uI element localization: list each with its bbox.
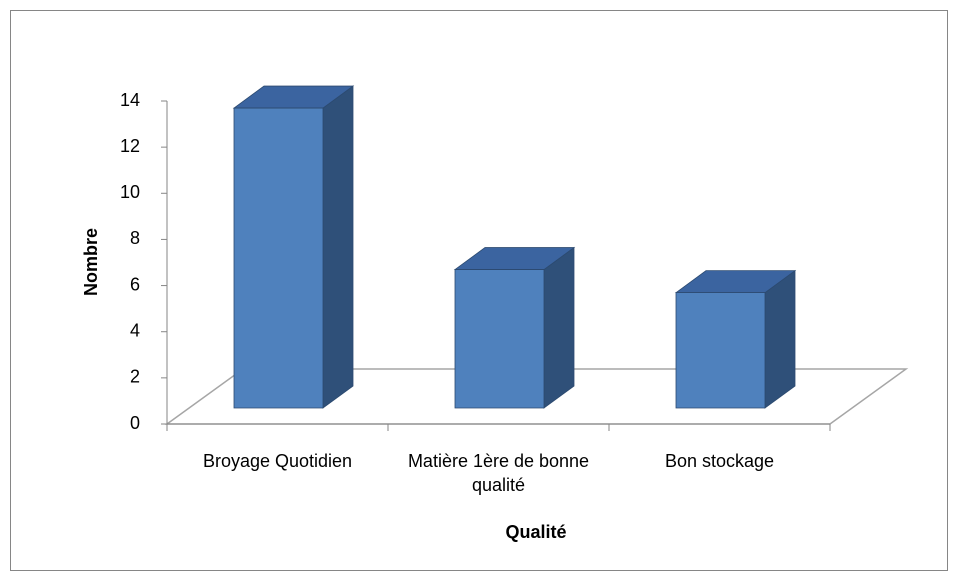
- bar-front: [454, 269, 545, 409]
- y-tick-label: 0: [130, 413, 140, 433]
- bar-side: [543, 246, 575, 409]
- y-tick-label: 10: [120, 182, 140, 202]
- y-tick-label: 12: [120, 136, 140, 156]
- bar: [453, 246, 576, 409]
- x-tick-label: Matière 1ère de bonne qualité: [407, 451, 590, 495]
- bar-side: [322, 85, 354, 409]
- y-tick-label: 2: [130, 367, 140, 387]
- bar: [232, 85, 355, 409]
- bar-front: [233, 107, 324, 409]
- y-tick-label: 4: [130, 320, 140, 340]
- bar-front: [675, 292, 766, 409]
- x-tick-label: Bon stockage: [664, 451, 775, 471]
- bar-side: [764, 269, 796, 409]
- x-axis-title: Qualité: [505, 522, 566, 542]
- bar: [674, 269, 797, 409]
- x-tick-label: Broyage Quotidien: [202, 451, 353, 471]
- y-tick-label: 6: [130, 274, 140, 294]
- y-tick-label: 8: [130, 228, 140, 248]
- y-tick-label: 14: [120, 90, 140, 110]
- y-axis-title: Nombre: [81, 228, 101, 296]
